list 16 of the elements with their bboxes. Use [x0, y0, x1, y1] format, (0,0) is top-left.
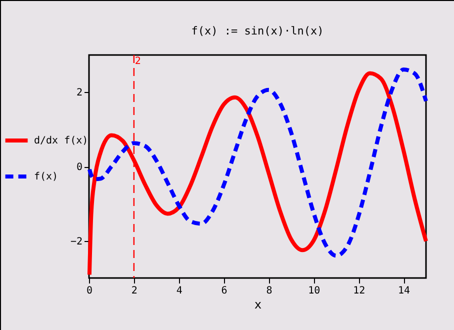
x-tick-label: 4	[176, 286, 182, 296]
x-tick-label: 14	[398, 286, 410, 296]
legend-label: d/dx f(x)	[34, 136, 88, 146]
x-tick-label: 10	[308, 286, 320, 296]
y-tick-label: 0	[76, 162, 82, 173]
x-tick-label: 12	[353, 286, 366, 296]
x-tick-label: 2	[131, 286, 138, 296]
x-tick-label: 6	[221, 286, 228, 296]
ref-line-label: 2	[134, 56, 141, 67]
x-axis-title: x	[254, 298, 262, 312]
legend-label: f(x)	[34, 172, 58, 182]
y-tick-label: 2	[76, 88, 82, 99]
x-tick-label: 0	[86, 286, 93, 296]
chart-title: f(x) := sin(x)·ln(x)	[191, 24, 324, 38]
x-tick-label: 8	[266, 286, 272, 296]
y-tick-label: −2	[70, 236, 82, 248]
